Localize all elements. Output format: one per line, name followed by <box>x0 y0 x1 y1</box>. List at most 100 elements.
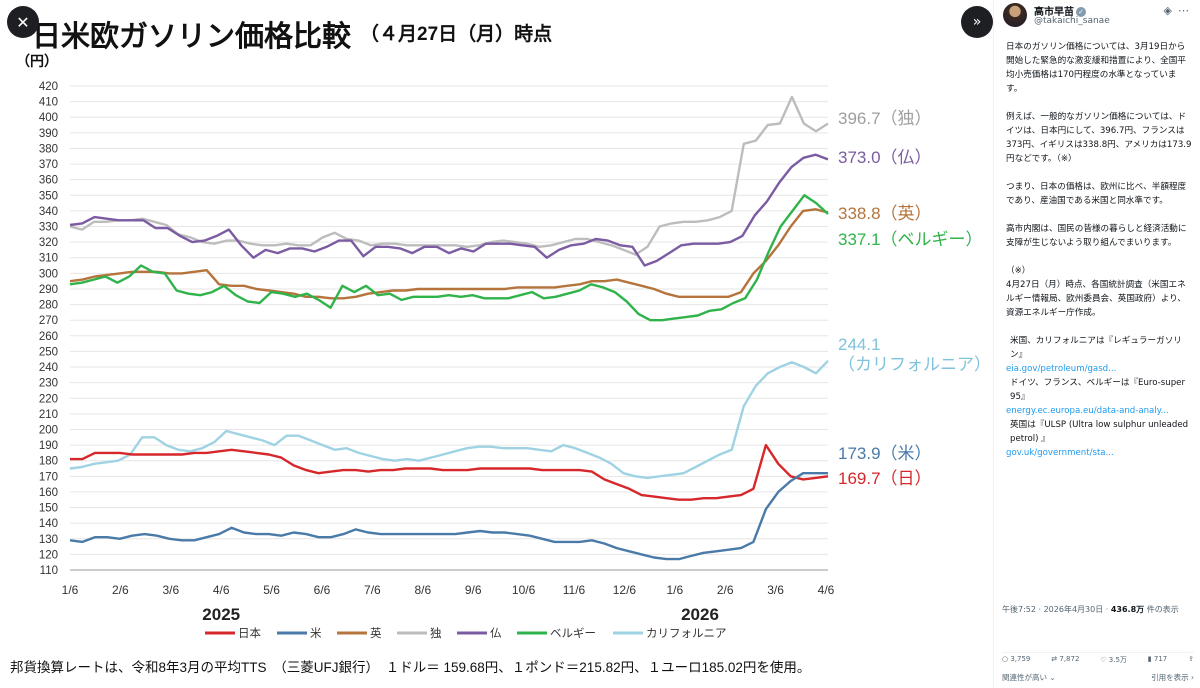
bar-chart-icon: ▮ <box>1147 655 1152 663</box>
y-tick-label: 340 <box>39 206 58 218</box>
reply-button[interactable]: ○ 3,759 <box>1002 655 1031 663</box>
y-tick-label: 200 <box>39 424 58 436</box>
post-meta: 午後7:52 · 2026年4月30日 · 436.8万 件の表示 <box>1002 604 1194 616</box>
y-tick-label: 260 <box>39 331 58 343</box>
series-end-label: （カリフォルニア） <box>838 355 991 374</box>
legend-label: カリフォルニア <box>646 627 727 640</box>
x-tick-label: 11/6 <box>563 583 586 597</box>
x-tick-label: 6/6 <box>314 583 331 597</box>
y-tick-label: 380 <box>39 143 58 155</box>
y-tick-label: 140 <box>39 518 58 530</box>
y-tick-label: 270 <box>39 315 58 327</box>
y-tick-label: 110 <box>40 565 58 577</box>
reply-icon: ○ <box>1002 655 1009 663</box>
y-tick-label: 160 <box>39 487 58 499</box>
post-paragraph: 日本のガソリン価格については、3月19日から開始した緊急的な激変緩和措置により、… <box>1006 42 1186 94</box>
x-tick-label: 9/6 <box>465 583 482 597</box>
footer-note: 邦貨換算レートは、令和8年3月の平均TTS （三菱UFJ銀行） １ドル＝ 159… <box>10 659 810 675</box>
y-axis: 110 120 130 140 150 160 170 180 190 200 210 220 230 2… <box>39 81 58 577</box>
reply-sort-row: 関連性が高い ⌄ 引用を表示 › <box>1002 672 1194 683</box>
view-quotes-link[interactable]: 引用を表示 › <box>1151 673 1194 682</box>
y-tick-label: 180 <box>39 456 58 468</box>
post-panel: 高市早苗 ✓ @takaichi_sanae ◈⋯ 日本のガソリン価格については、… <box>993 0 1200 688</box>
series-line-5 <box>69 194 829 322</box>
x-tick-label: 4/6 <box>818 583 835 597</box>
post-options[interactable]: ◈⋯ <box>1164 4 1195 17</box>
legend-label: ベルギー <box>550 627 596 640</box>
author-name[interactable]: 高市早苗 ✓ <box>1034 3 1086 18</box>
y-tick-label: 240 <box>39 362 58 374</box>
post-text: 日本のガソリン価格については、3月19日から開始した緊急的な激変緩和措置により、… <box>1006 40 1192 460</box>
like-button[interactable]: ♡ 3.5万 <box>1100 656 1127 664</box>
series-end-label: 396.7（独） <box>838 109 932 128</box>
verified-badge-icon: ✓ <box>1076 7 1086 17</box>
source-link-ec[interactable]: energy.ec.europa.eu/data-and-analy... <box>1006 406 1169 416</box>
y-tick-label: 150 <box>39 503 58 515</box>
share-icon: ⇪ <box>1188 655 1194 663</box>
x-tick-label: 4/6 <box>213 583 230 597</box>
post-paragraph: つまり、日本の価格は、欧州に比べ、半額程度であり、産油国である米国と同水準です。 <box>1006 182 1187 206</box>
share-button[interactable]: ⇪ <box>1188 655 1194 665</box>
sort-relevance-dropdown[interactable]: 関連性が高い ⌄ <box>1002 673 1056 682</box>
y-tick-label: 120 <box>39 549 58 561</box>
repost-button[interactable]: ⇄ 7,872 <box>1051 655 1080 663</box>
more-options-icon[interactable]: ⋯ <box>1178 4 1195 17</box>
grid <box>70 85 828 571</box>
x-tick-label: 10/6 <box>512 583 536 597</box>
series-lines <box>69 95 829 561</box>
series-end-label: 337.1（ベルギー） <box>838 230 983 249</box>
y-tick-label: 400 <box>39 112 58 124</box>
timestamp[interactable]: 午後7:52 · 2026年4月30日 · <box>1002 605 1111 614</box>
expand-button[interactable]: » <box>961 6 993 38</box>
post-paragraph: ドイツ、フランス、ベルギーは『Euro-super 95』 <box>1010 378 1185 402</box>
grok-icon[interactable]: ◈ <box>1163 4 1178 17</box>
y-tick-label: 130 <box>39 534 58 546</box>
series-line-6 <box>69 359 829 480</box>
x-tick-label: 1/6 <box>62 583 79 597</box>
y-tick-label: 350 <box>39 190 58 202</box>
x-axis: 1/6 2/6 3/6 4/6 5/6 6/6 7/6 8/6 9/6 10/6 11/6 12/6 1… <box>62 583 835 624</box>
series-end-label: 338.8（英） <box>838 204 932 223</box>
y-tick-label: 210 <box>39 409 58 421</box>
post-paragraph: 英国は『ULSP (Ultra low sulphur unleaded pet… <box>1010 420 1189 444</box>
series-line-2 <box>69 208 829 300</box>
series-end-label: 244.1 <box>838 335 881 354</box>
image-viewer: 日米欧ガソリン価格比較 （４月27日（月）時点 （円） 110 120 130 140… <box>7 6 993 675</box>
y-tick-label: 320 <box>39 237 58 249</box>
x-tick-label: 2/6 <box>112 583 129 597</box>
x-tick-label: 2/6 <box>717 583 734 597</box>
heart-icon: ♡ <box>1100 656 1107 664</box>
post-paragraph: 高市内閣は、国民の皆様の暮らしと経済活動に支障が生じないよう取り組んでまいります… <box>1006 224 1187 248</box>
y-tick-label: 390 <box>39 128 58 140</box>
legend: 日本 米 英 独 仏 ベルギー カリフォルニア <box>205 626 727 640</box>
y-tick-label: 420 <box>39 81 58 93</box>
y-tick-label: 290 <box>39 284 58 296</box>
source-link-govuk[interactable]: gov.uk/government/sta... <box>1006 448 1114 458</box>
y-tick-label: 220 <box>39 393 58 405</box>
legend-label: 仏 <box>490 627 502 640</box>
author-handle[interactable]: @takaichi_sanae <box>1034 16 1110 26</box>
action-bar: ○ 3,759 ⇄ 7,872 ♡ 3.5万 ▮ 717 ⇪ <box>1002 652 1194 665</box>
legend-label: 米 <box>310 627 322 640</box>
y-tick-label: 360 <box>39 175 58 187</box>
source-link-eia[interactable]: eia.gov/petroleum/gasd... <box>1006 364 1117 374</box>
legend-label: 独 <box>430 626 442 640</box>
y-axis-unit: （円） <box>16 53 58 69</box>
y-tick-label: 250 <box>39 346 58 358</box>
y-tick-label: 280 <box>39 300 58 312</box>
series-line-0 <box>70 443 829 501</box>
post-paragraph: （※） <box>1006 266 1031 276</box>
repost-icon: ⇄ <box>1051 655 1058 663</box>
post-paragraph: 米国、カリフォルニアは『レギュラーガソリン』 <box>1010 336 1182 360</box>
legend-label: 日本 <box>238 626 261 640</box>
avatar[interactable] <box>1003 3 1027 27</box>
views-suffix: 件の表示 <box>1144 605 1179 614</box>
y-tick-label: 330 <box>39 222 58 234</box>
chart-title: 日米欧ガソリン価格比較 <box>32 19 352 53</box>
bookmarks-button[interactable]: ▮ 717 <box>1147 655 1168 663</box>
close-button[interactable]: ✕ <box>7 6 39 38</box>
post-paragraph: 4月27日（月）時点、各国統計調査（米国エネルギー情報局、欧州委員会、英国政府）… <box>1006 280 1186 318</box>
y-tick-label: 410 <box>39 97 58 109</box>
chart-subtitle: （４月27日（月）時点 <box>360 22 552 45</box>
gasoline-price-chart: 日米欧ガソリン価格比較 （４月27日（月）時点 （円） 110 120 130 140… <box>10 19 991 675</box>
